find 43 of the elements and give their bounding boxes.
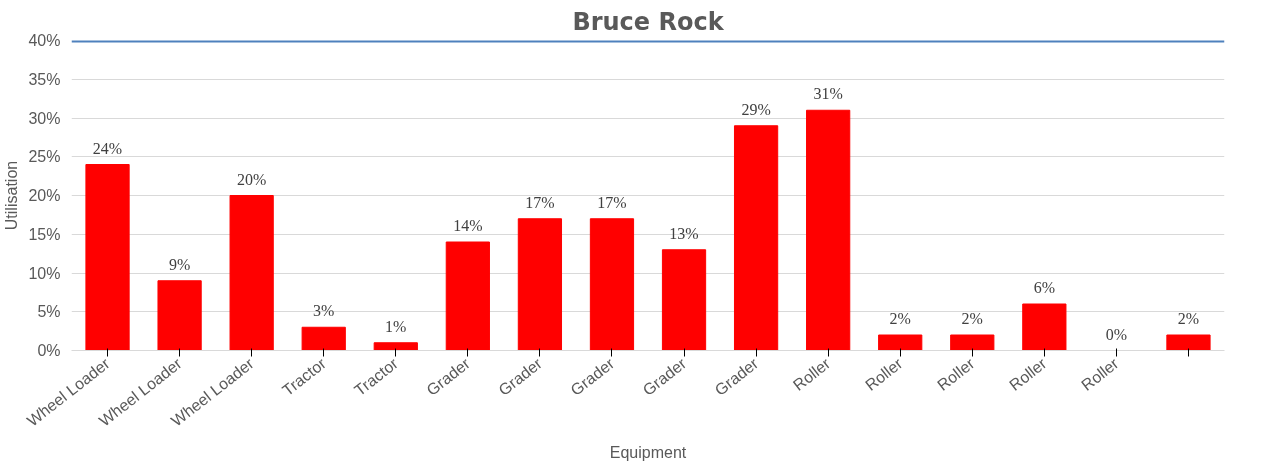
y-tick-label: 10% xyxy=(28,264,61,282)
data-label: 20% xyxy=(236,170,267,188)
data-label: 17% xyxy=(597,193,627,211)
data-label: 2% xyxy=(1177,310,1200,327)
data-label: 31% xyxy=(813,85,843,103)
data-label: 2% xyxy=(961,310,983,327)
y-axis-title: Utilisation xyxy=(3,160,21,231)
bar xyxy=(1022,303,1067,351)
bar xyxy=(157,280,202,351)
bar xyxy=(373,342,418,351)
bar xyxy=(85,164,130,351)
data-label: 24% xyxy=(92,139,123,157)
y-tick-label: 5% xyxy=(37,303,61,321)
data-label: 0% xyxy=(1105,325,1128,343)
bar xyxy=(517,218,563,351)
bar xyxy=(445,241,490,351)
bar xyxy=(661,249,707,351)
bar xyxy=(589,218,635,351)
data-label: 6% xyxy=(1033,279,1056,296)
bar xyxy=(229,195,274,351)
y-tick-label: 40% xyxy=(28,32,61,49)
y-tick-label: 15% xyxy=(28,225,61,243)
data-label: 13% xyxy=(669,224,699,242)
data-label: 29% xyxy=(741,100,771,118)
y-tick-label: 30% xyxy=(28,109,61,127)
bar xyxy=(1166,334,1211,351)
data-label: 17% xyxy=(525,193,555,211)
data-label: 2% xyxy=(889,310,911,327)
bar xyxy=(301,326,346,351)
bar xyxy=(950,334,995,351)
y-tick-label: 35% xyxy=(28,70,61,88)
data-label: 3% xyxy=(313,302,335,320)
data-label: 9% xyxy=(168,255,191,273)
bar xyxy=(878,334,923,351)
y-tick-label: 0% xyxy=(37,342,61,359)
x-axis-title: Equipment xyxy=(609,444,687,462)
data-label: 1% xyxy=(385,317,407,335)
bar xyxy=(806,109,851,351)
y-tick-label: 20% xyxy=(28,187,61,204)
bar xyxy=(733,125,779,351)
chart-title: Bruce Rock xyxy=(572,7,725,36)
data-label: 14% xyxy=(453,217,483,234)
y-tick-label: 25% xyxy=(28,148,61,166)
